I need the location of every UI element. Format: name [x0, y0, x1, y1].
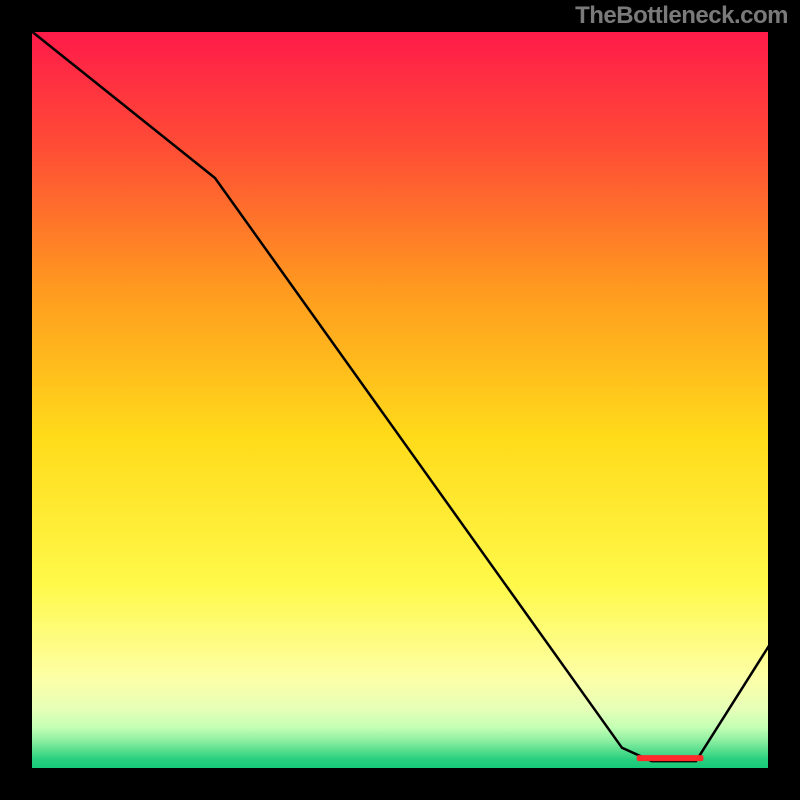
source-watermark: TheBottleneck.com: [575, 2, 788, 30]
marker-band: [637, 755, 704, 761]
bottleneck-chart: [0, 0, 800, 800]
gradient-background: [30, 30, 770, 770]
